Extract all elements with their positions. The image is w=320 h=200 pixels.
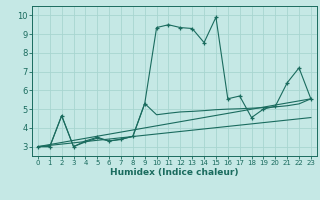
X-axis label: Humidex (Indice chaleur): Humidex (Indice chaleur) [110, 168, 239, 177]
